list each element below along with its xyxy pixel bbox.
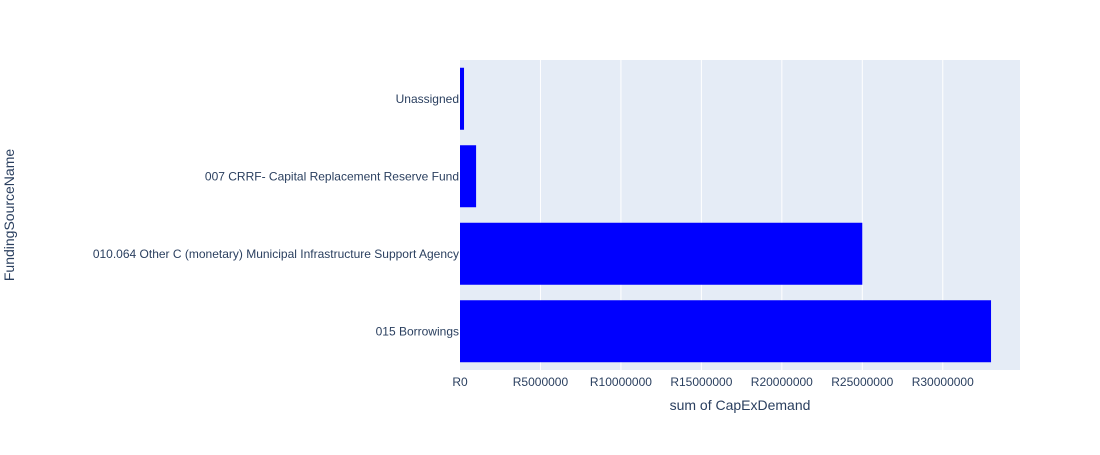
- y-tick-label: 007 CRRF- Capital Replacement Reserve Fu…: [205, 169, 459, 183]
- y-axis-ticks: 015 Borrowings 010.064 Other C (monetary)…: [93, 92, 459, 339]
- x-tick-label: R0: [452, 375, 468, 389]
- x-tick-label: R10000000: [590, 375, 652, 389]
- bar[interactable]: [460, 222, 863, 285]
- y-tick-label: 010.064 Other C (monetary) Municipal Inf…: [93, 247, 459, 261]
- x-axis-title: sum of CapExDemand: [670, 397, 811, 413]
- x-tick-label: R5000000: [513, 375, 569, 389]
- y-tick-label: 015 Borrowings: [376, 324, 459, 338]
- y-tick-label: Unassigned: [396, 92, 459, 106]
- x-tick-label: R25000000: [831, 375, 893, 389]
- bar[interactable]: [460, 67, 465, 130]
- bars: [460, 67, 992, 363]
- bar[interactable]: [460, 145, 477, 208]
- x-tick-label: R30000000: [912, 375, 974, 389]
- x-axis-ticks: R0 R5000000 R10000000 R15000000 R20000000 R25…: [452, 375, 974, 389]
- x-tick-label: R20000000: [751, 375, 813, 389]
- x-tick-label: R15000000: [670, 375, 732, 389]
- y-axis-title: FundingSourceName: [1, 149, 17, 282]
- bar[interactable]: [460, 300, 992, 363]
